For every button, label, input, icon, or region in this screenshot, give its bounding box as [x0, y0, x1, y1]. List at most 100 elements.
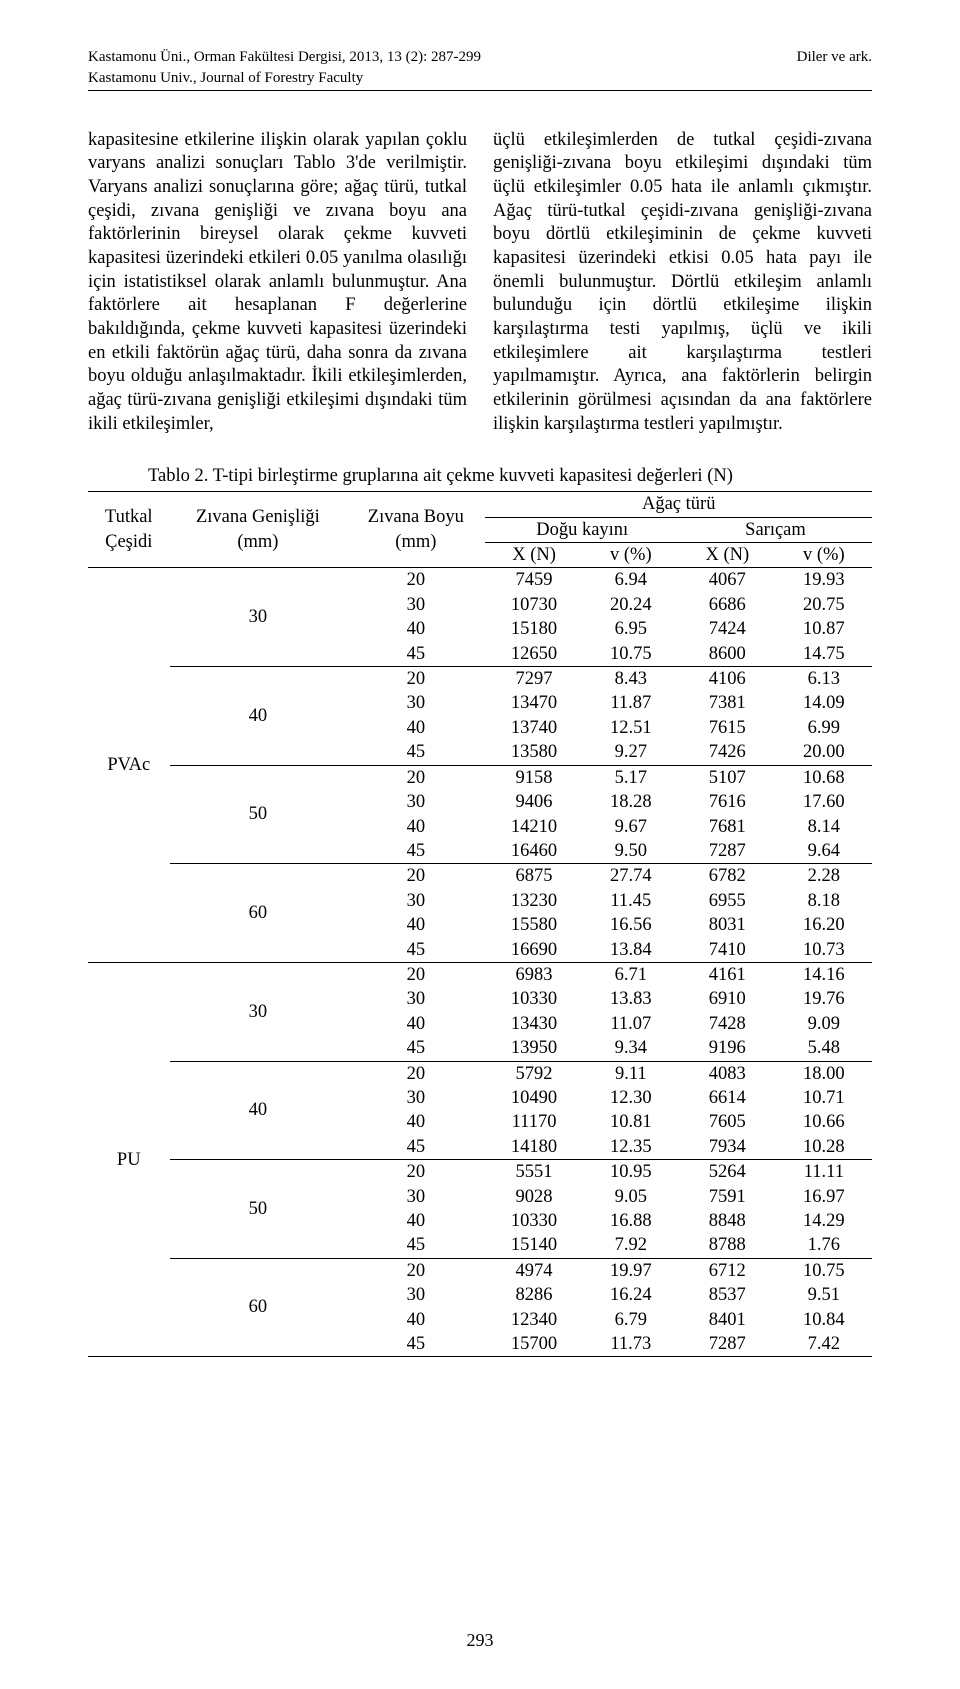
- cell-x-saricam: 4067: [679, 568, 776, 593]
- th-zb-line2: (mm): [395, 532, 436, 552]
- cell-x-saricam: 6686: [679, 593, 776, 617]
- cell-x-dogu: 6983: [485, 962, 582, 987]
- cell-x-dogu: 13430: [485, 1012, 582, 1036]
- th-zg-line2: (mm): [237, 532, 278, 552]
- cell-x-dogu: 16460: [485, 839, 582, 864]
- th-tutkal: Tutkal Çeşidi: [88, 492, 170, 568]
- cell-v-dogu: 6.94: [583, 568, 679, 593]
- cell-v-dogu: 9.50: [583, 839, 679, 864]
- cell-x-saricam: 6614: [679, 1086, 776, 1110]
- cell-v-dogu: 16.56: [583, 913, 679, 937]
- th-xn-2: X (N): [679, 543, 776, 568]
- cell-zivana-boyu: 40: [346, 1308, 485, 1332]
- cell-v-dogu: 6.79: [583, 1308, 679, 1332]
- cell-x-dogu: 15700: [485, 1332, 582, 1357]
- cell-zivana-boyu: 45: [346, 839, 485, 864]
- cell-v-saricam: 19.93: [776, 568, 872, 593]
- cell-x-dogu: 15580: [485, 913, 582, 937]
- cell-v-dogu: 12.30: [583, 1086, 679, 1110]
- cell-zivana-genisligi: 40: [170, 667, 347, 766]
- cell-x-dogu: 13950: [485, 1036, 582, 1061]
- cell-v-dogu: 10.95: [583, 1160, 679, 1185]
- cell-zivana-boyu: 40: [346, 815, 485, 839]
- th-saricam: Sarıçam: [679, 517, 872, 542]
- th-zg-line1: Zıvana Genişliği: [196, 507, 320, 527]
- cell-zivana-genisligi: 50: [170, 765, 347, 864]
- cell-x-saricam: 6712: [679, 1258, 776, 1283]
- table-row: 5020555110.95526411.11: [88, 1160, 872, 1185]
- cell-v-dogu: 6.71: [583, 962, 679, 987]
- cell-zivana-boyu: 30: [346, 1283, 485, 1307]
- cell-v-dogu: 12.35: [583, 1135, 679, 1160]
- cell-v-saricam: 19.76: [776, 987, 872, 1011]
- header-left-line1: Kastamonu Üni., Orman Fakültesi Dergisi,…: [88, 48, 481, 67]
- cell-v-saricam: 9.51: [776, 1283, 872, 1307]
- th-xn-1: X (N): [485, 543, 582, 568]
- cell-v-saricam: 10.71: [776, 1086, 872, 1110]
- cell-zivana-boyu: 20: [346, 1160, 485, 1185]
- th-zivana-genisligi: Zıvana Genişliği (mm): [170, 492, 347, 568]
- cell-x-dogu: 4974: [485, 1258, 582, 1283]
- cell-x-dogu: 14210: [485, 815, 582, 839]
- th-tutkal-line2: Çeşidi: [105, 532, 152, 552]
- cell-v-saricam: 1.76: [776, 1233, 872, 1258]
- cell-v-saricam: 16.20: [776, 913, 872, 937]
- cell-x-dogu: 10330: [485, 987, 582, 1011]
- cell-x-saricam: 8537: [679, 1283, 776, 1307]
- cell-v-saricam: 10.75: [776, 1258, 872, 1283]
- cell-tutkal: PU: [88, 962, 170, 1357]
- cell-zivana-boyu: 30: [346, 790, 485, 814]
- cell-zivana-boyu: 20: [346, 962, 485, 987]
- cell-x-dogu: 13470: [485, 691, 582, 715]
- cell-x-dogu: 5792: [485, 1061, 582, 1086]
- cell-v-dogu: 9.05: [583, 1185, 679, 1209]
- cell-v-dogu: 9.11: [583, 1061, 679, 1086]
- cell-x-saricam: 8401: [679, 1308, 776, 1332]
- cell-v-dogu: 20.24: [583, 593, 679, 617]
- cell-zivana-boyu: 30: [346, 889, 485, 913]
- cell-zivana-boyu: 40: [346, 1209, 485, 1233]
- body-right-paragraph: üçlü etkileşimlerden de tutkal çeşidi-zı…: [493, 129, 872, 437]
- cell-v-saricam: 18.00: [776, 1061, 872, 1086]
- cell-zivana-genisligi: 60: [170, 864, 347, 963]
- cell-zivana-genisligi: 60: [170, 1258, 347, 1357]
- cell-x-saricam: 7428: [679, 1012, 776, 1036]
- cell-v-dogu: 11.07: [583, 1012, 679, 1036]
- cell-x-dogu: 8286: [485, 1283, 582, 1307]
- cell-x-dogu: 13740: [485, 716, 582, 740]
- cell-v-saricam: 10.84: [776, 1308, 872, 1332]
- running-header-row2: Kastamonu Univ., Journal of Forestry Fac…: [88, 69, 872, 91]
- cell-zivana-boyu: 20: [346, 568, 485, 593]
- cell-x-saricam: 6910: [679, 987, 776, 1011]
- cell-x-dogu: 10330: [485, 1209, 582, 1233]
- cell-x-saricam: 6782: [679, 864, 776, 889]
- cell-v-saricam: 20.75: [776, 593, 872, 617]
- cell-v-saricam: 9.09: [776, 1012, 872, 1036]
- cell-zivana-genisligi: 30: [170, 568, 347, 667]
- cell-v-dogu: 10.75: [583, 642, 679, 667]
- cell-x-saricam: 4161: [679, 962, 776, 987]
- cell-zivana-boyu: 40: [346, 617, 485, 641]
- cell-x-dogu: 15140: [485, 1233, 582, 1258]
- cell-zivana-boyu: 45: [346, 938, 485, 963]
- cell-zivana-genisligi: 40: [170, 1061, 347, 1160]
- table-caption: Tablo 2. T-tipi birleştirme gruplarına a…: [148, 466, 872, 487]
- cell-v-dogu: 11.87: [583, 691, 679, 715]
- th-zb-line1: Zıvana Boyu: [368, 507, 464, 527]
- cell-v-dogu: 18.28: [583, 790, 679, 814]
- cell-v-dogu: 11.73: [583, 1332, 679, 1357]
- th-v-2: v (%): [776, 543, 872, 568]
- th-tutkal-line1: Tutkal: [105, 507, 153, 527]
- cell-zivana-boyu: 20: [346, 1258, 485, 1283]
- cell-x-dogu: 7459: [485, 568, 582, 593]
- cell-zivana-boyu: 20: [346, 864, 485, 889]
- cell-v-saricam: 10.28: [776, 1135, 872, 1160]
- cell-x-saricam: 7615: [679, 716, 776, 740]
- cell-x-dogu: 12650: [485, 642, 582, 667]
- cell-v-dogu: 9.67: [583, 815, 679, 839]
- cell-x-saricam: 8031: [679, 913, 776, 937]
- cell-x-dogu: 13230: [485, 889, 582, 913]
- cell-x-dogu: 6875: [485, 864, 582, 889]
- cell-v-saricam: 14.09: [776, 691, 872, 715]
- cell-v-dogu: 10.81: [583, 1110, 679, 1134]
